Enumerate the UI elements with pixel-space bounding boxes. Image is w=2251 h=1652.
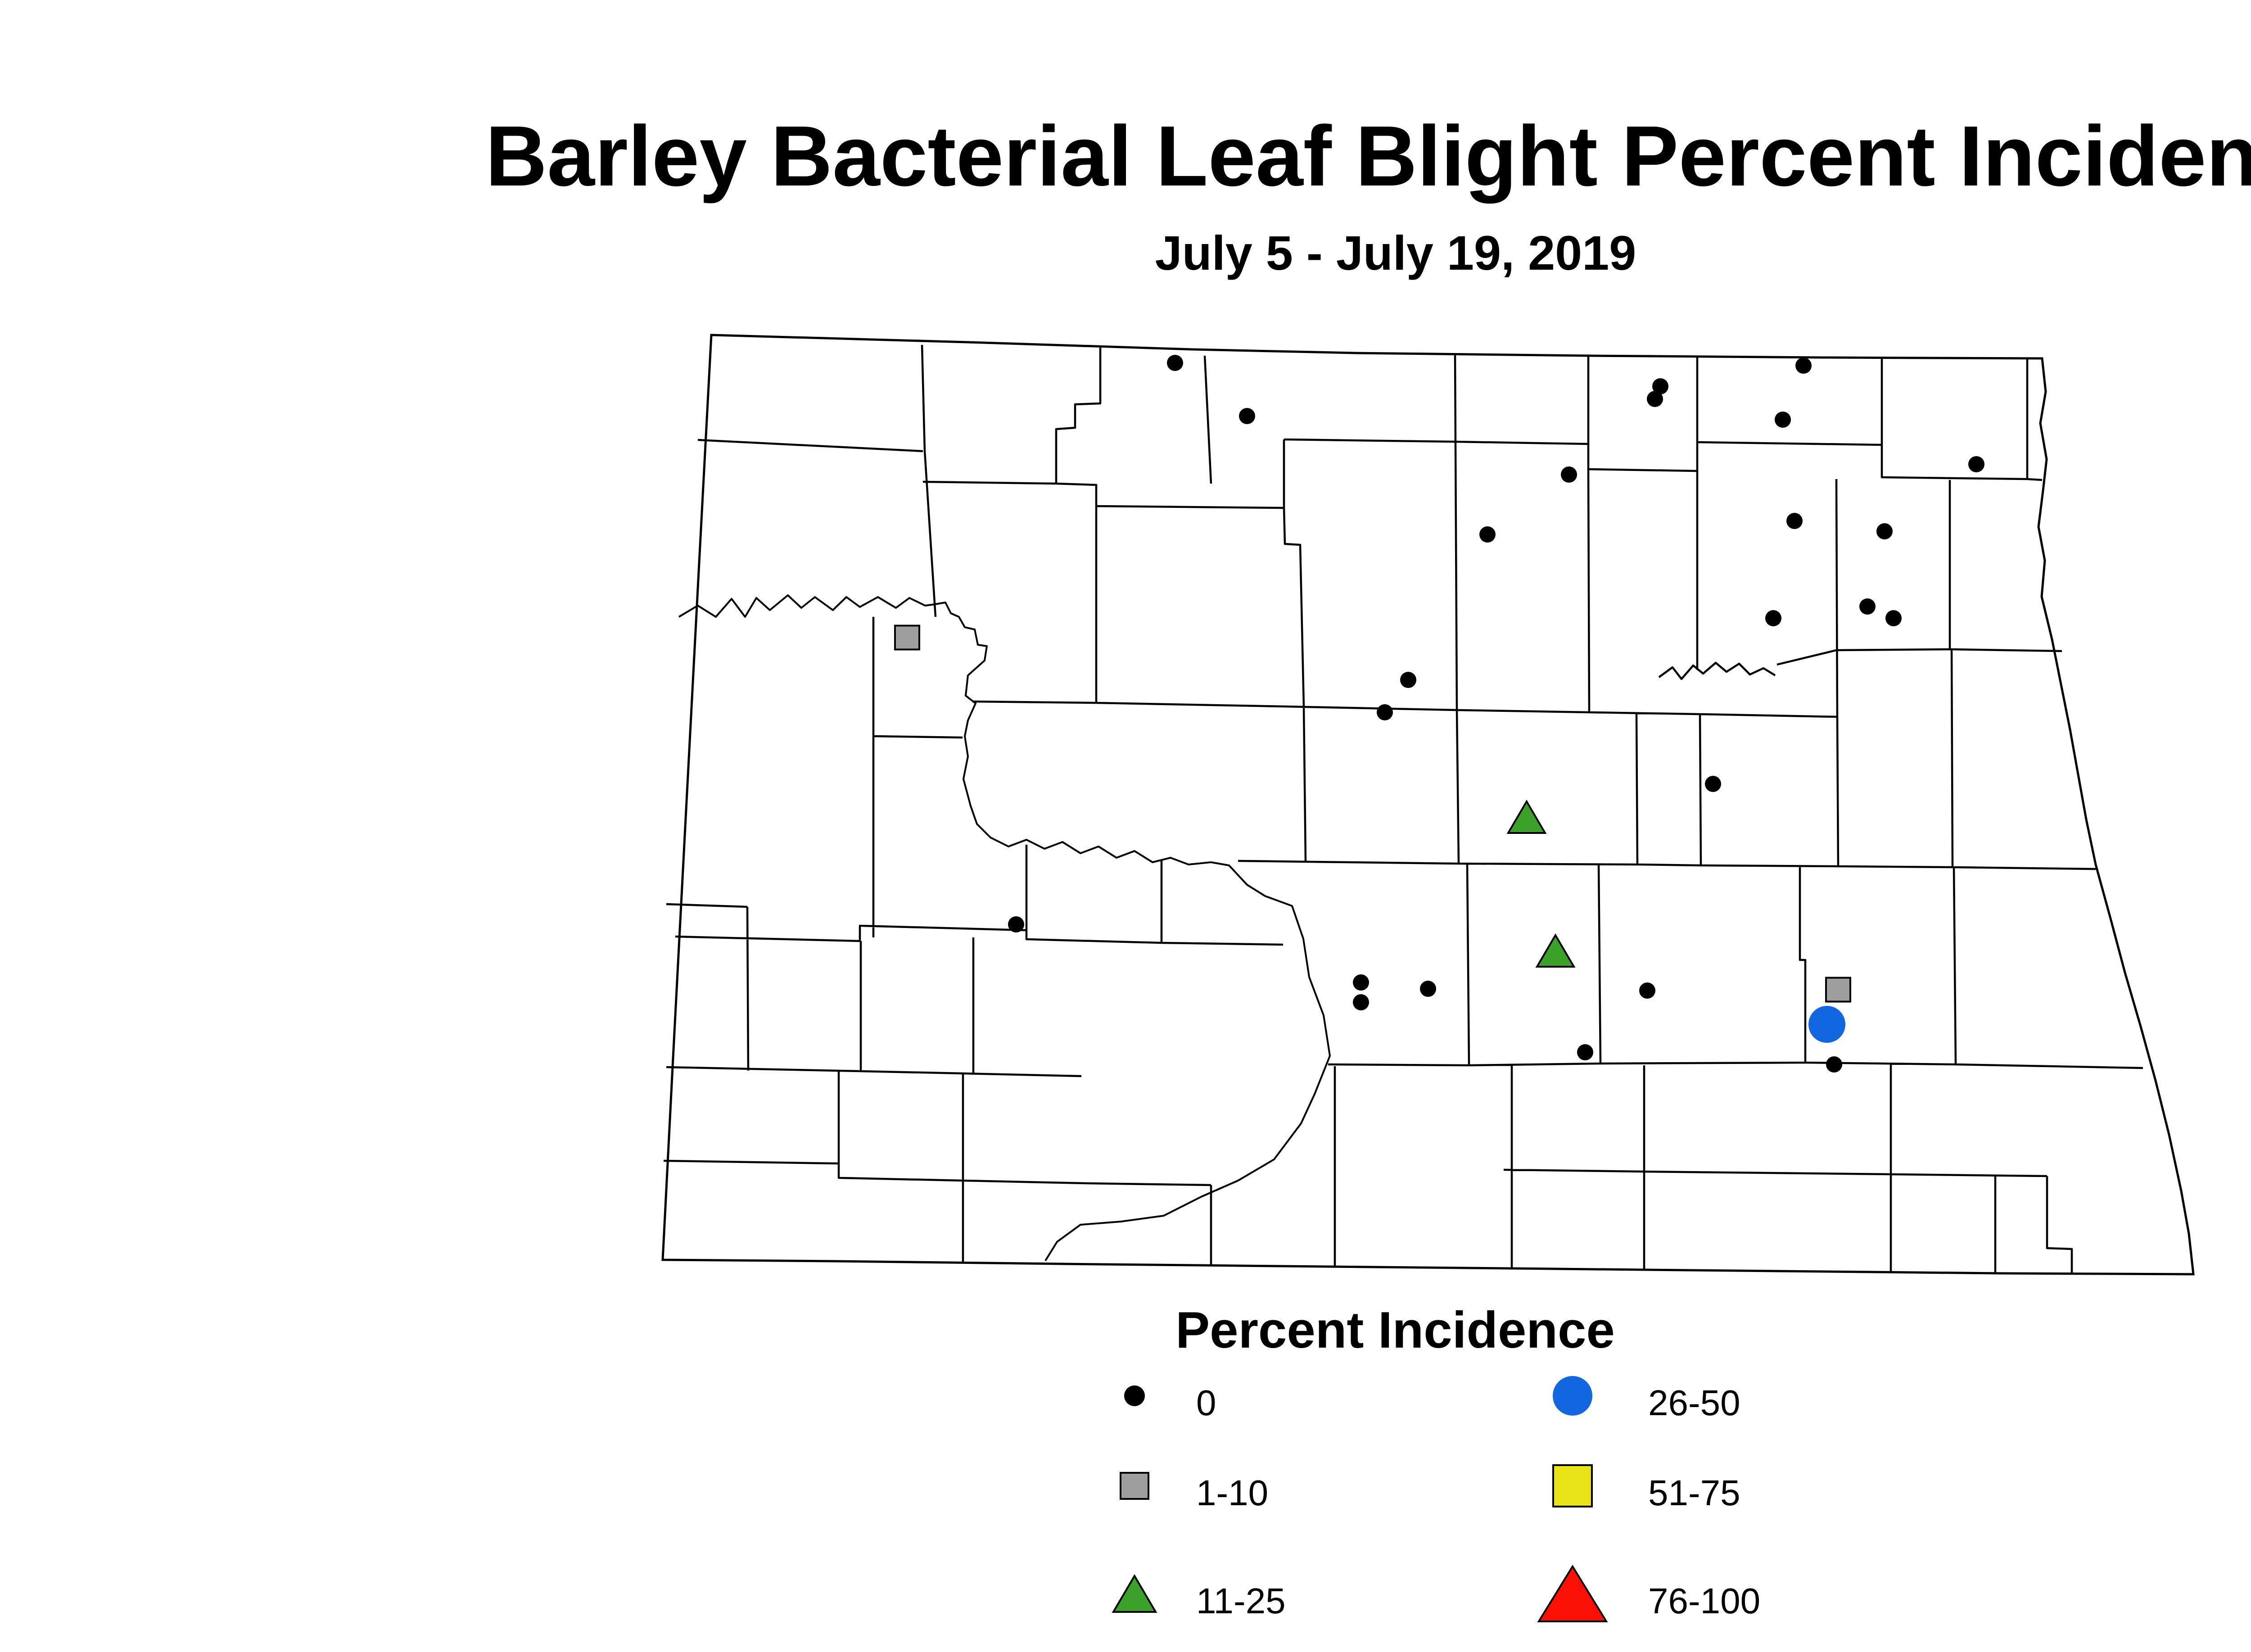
marker-0 bbox=[1008, 916, 1024, 932]
marker-0 bbox=[1479, 526, 1496, 543]
marker-1-10 bbox=[894, 625, 920, 651]
marker-0 bbox=[1876, 523, 1893, 539]
marker-0 bbox=[1652, 378, 1668, 394]
legend-label-76-100: 76-100 bbox=[1648, 1581, 1761, 1621]
marker-0 bbox=[1353, 994, 1369, 1010]
map-markers-group bbox=[894, 355, 1984, 1073]
marker-0 bbox=[1639, 982, 1655, 999]
marker-0 bbox=[1859, 598, 1876, 615]
legend-label-26-50: 26-50 bbox=[1648, 1383, 1740, 1423]
legend-label-11-25: 11-25 bbox=[1196, 1581, 1286, 1621]
page-title: Barley Bacterial Leaf Blight Percent Inc… bbox=[485, 109, 2251, 204]
legend-label-0: 0 bbox=[1196, 1383, 1216, 1423]
marker-1-10 bbox=[1825, 977, 1851, 1003]
marker-0 bbox=[1420, 981, 1436, 997]
marker-0 bbox=[1765, 610, 1781, 626]
marker-0 bbox=[1561, 466, 1577, 483]
county-borders bbox=[663, 344, 2143, 1273]
legend-label-1-10: 1-10 bbox=[1196, 1473, 1269, 1513]
state-outline bbox=[661, 334, 2195, 1276]
legend-swatch-0 bbox=[1122, 1383, 1147, 1411]
marker-11-25 bbox=[1506, 800, 1547, 834]
marker-0 bbox=[1167, 355, 1183, 371]
marker-0 bbox=[1786, 513, 1803, 529]
marker-0 bbox=[1239, 408, 1255, 424]
marker-0 bbox=[1885, 610, 1902, 626]
legend-swatch-1-10 bbox=[1118, 1471, 1151, 1503]
legend-swatch-26-50 bbox=[1550, 1374, 1595, 1420]
marker-0 bbox=[1826, 1056, 1842, 1073]
marker-0 bbox=[1353, 974, 1369, 991]
page-subtitle: July 5 - July 19, 2019 bbox=[1155, 226, 1636, 280]
missouri-river-line bbox=[678, 594, 1331, 1262]
legend-swatch-51-75 bbox=[1551, 1463, 1594, 1511]
marker-11-25 bbox=[1535, 933, 1576, 968]
marker-0 bbox=[1968, 456, 1984, 472]
legend-swatch-11-25 bbox=[1111, 1574, 1158, 1616]
marker-26-50 bbox=[1808, 1006, 1845, 1043]
marker-0 bbox=[1775, 412, 1791, 428]
marker-0 bbox=[1647, 391, 1663, 407]
legend-title: Percent Incidence bbox=[1175, 1302, 1615, 1359]
marker-0 bbox=[1577, 1044, 1593, 1060]
marker-0 bbox=[1705, 776, 1721, 792]
legend-label-51-75: 51-75 bbox=[1648, 1473, 1740, 1513]
legend-swatch-76-100 bbox=[1537, 1564, 1609, 1626]
marker-0 bbox=[1400, 672, 1416, 688]
map-svg bbox=[661, 334, 2195, 1276]
north-dakota-map bbox=[653, 329, 2219, 1283]
marker-0 bbox=[1795, 358, 1812, 374]
marker-0 bbox=[1377, 704, 1393, 720]
